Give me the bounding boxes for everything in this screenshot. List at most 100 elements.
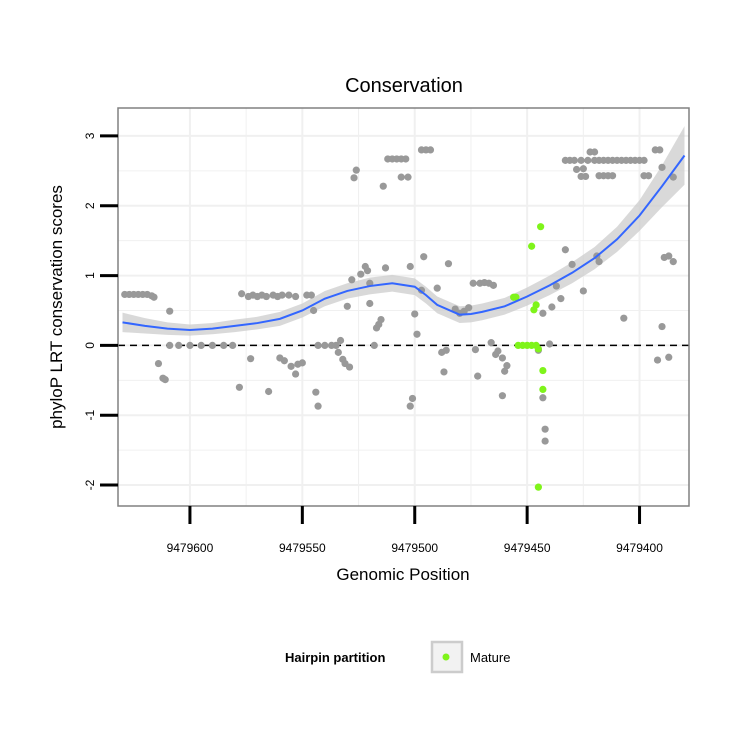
other-point (406, 402, 414, 410)
mature-point (534, 345, 542, 353)
other-point (208, 341, 217, 350)
other-point (220, 341, 228, 350)
other-point (572, 165, 581, 174)
other-point (307, 291, 315, 299)
other-point (404, 173, 412, 181)
other-point (669, 258, 677, 266)
legend: Hairpin partition Mature (285, 640, 510, 674)
other-point (487, 339, 495, 347)
other-point (584, 156, 592, 164)
plot-background (118, 108, 689, 506)
y-tick-label: -1 (83, 410, 97, 421)
mature-point (539, 366, 547, 375)
other-point (366, 299, 374, 308)
other-point (440, 368, 448, 376)
other-point (665, 252, 673, 260)
other-point (332, 341, 340, 350)
other-point (262, 292, 270, 301)
other-point (197, 341, 205, 350)
other-point (608, 172, 617, 180)
x-tick-label: 9479550 (279, 541, 326, 555)
other-point (350, 174, 358, 182)
grid-lines (118, 108, 689, 506)
other-point (166, 307, 174, 315)
other-point (503, 362, 511, 370)
other-point (548, 303, 556, 311)
other-point (334, 348, 342, 356)
x-tick-label: 9479450 (504, 541, 551, 555)
chart-title: Conservation (345, 75, 463, 97)
other-point (669, 173, 677, 181)
other-point (541, 437, 549, 445)
other-point (357, 270, 365, 278)
other-point (469, 279, 477, 287)
other-point (278, 291, 286, 299)
legend-key-mature-point (442, 653, 450, 661)
other-point (539, 394, 547, 402)
other-point (444, 260, 453, 268)
confidence-band (122, 126, 685, 336)
other-point (280, 357, 288, 365)
other-point (154, 359, 163, 368)
y-tick-label: 3 (83, 132, 97, 139)
other-point (465, 304, 473, 312)
y-tick-label: -2 (83, 479, 97, 490)
other-point (640, 156, 648, 164)
other-point (433, 284, 441, 292)
y-axis: -2 -1 0 1 2 3 (83, 132, 118, 490)
other-point (498, 354, 507, 362)
other-point (343, 302, 351, 310)
other-point (370, 341, 378, 350)
other-point (501, 367, 509, 375)
other-point (402, 155, 410, 163)
other-point (381, 264, 390, 272)
other-point (285, 291, 293, 299)
other-point (161, 376, 169, 384)
other-point (474, 372, 482, 380)
y-tick-label: 1 (83, 272, 97, 279)
other-point (620, 314, 628, 322)
other-point (581, 172, 590, 181)
x-tick-label: 9479600 (167, 541, 214, 555)
other-point (665, 353, 673, 361)
legend-title: Hairpin partition (285, 650, 385, 665)
other-point (291, 292, 300, 301)
mature-point (532, 301, 540, 309)
other-point (287, 362, 295, 370)
other-point (595, 258, 603, 266)
other-point (309, 306, 318, 315)
other-point (644, 172, 653, 180)
other-point (658, 322, 666, 331)
other-point (658, 163, 666, 171)
other-point (577, 156, 585, 164)
other-point (238, 290, 246, 298)
other-point (321, 341, 329, 350)
other-point (413, 330, 421, 338)
other-point (557, 295, 565, 303)
legend-label-mature: Mature (470, 650, 510, 665)
other-point (314, 402, 322, 410)
other-point (442, 346, 450, 354)
other-point (150, 293, 158, 301)
other-point (568, 260, 576, 269)
x-axis: 9479600 9479550 9479500 9479450 9479400 (167, 506, 663, 555)
y-tick-label: 0 (83, 342, 97, 349)
other-point (247, 355, 255, 363)
other-point (363, 267, 372, 275)
other-point (186, 341, 194, 350)
other-point (539, 309, 547, 317)
x-tick-label: 9479500 (391, 541, 438, 555)
other-point (489, 281, 498, 289)
mature-point (539, 385, 547, 393)
other-point (590, 148, 599, 156)
other-point (291, 370, 300, 378)
other-point (166, 341, 174, 350)
other-point (411, 310, 419, 318)
other-point (426, 146, 435, 154)
other-point (298, 359, 306, 367)
mature-point (528, 242, 536, 250)
other-point (552, 282, 560, 290)
other-point (420, 253, 428, 261)
other-point (656, 146, 664, 154)
